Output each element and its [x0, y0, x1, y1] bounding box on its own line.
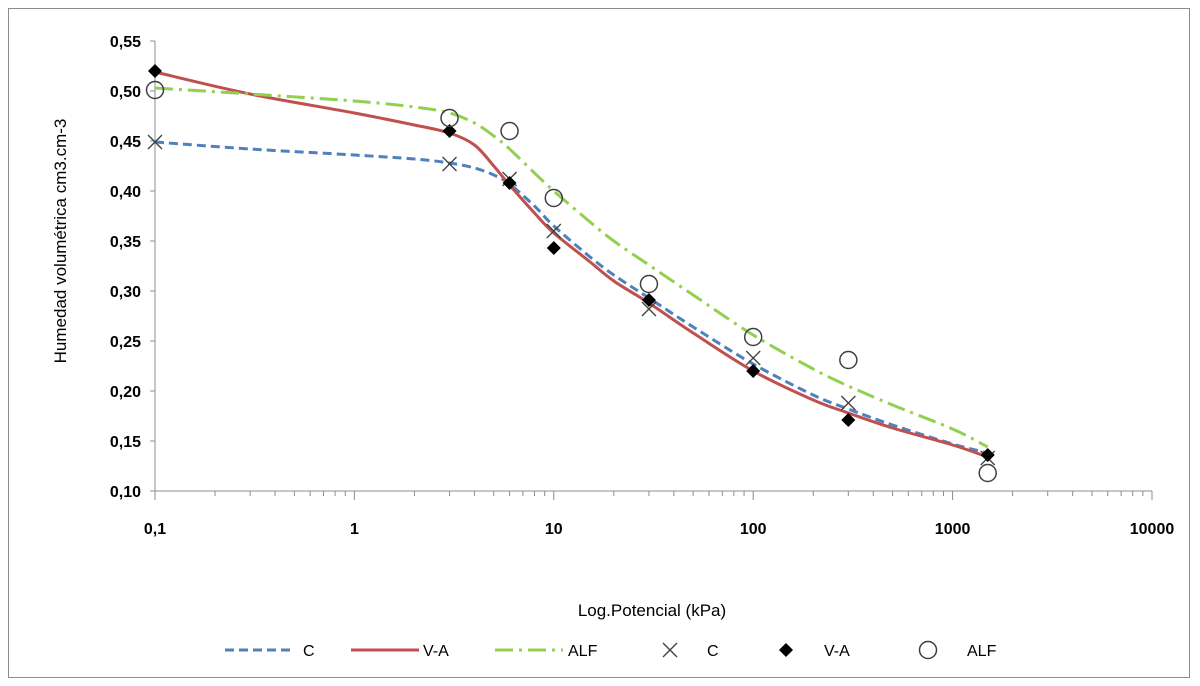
data-point-v-a — [841, 413, 856, 427]
data-point-v-a — [546, 241, 561, 255]
legend-swatch-marker — [918, 640, 938, 660]
marker-stroke — [147, 134, 163, 150]
legend-label: C — [303, 643, 315, 660]
legend-item: V-A — [779, 643, 850, 660]
legend-label: C — [707, 643, 719, 660]
x-tick-label: 100 — [740, 521, 767, 538]
legend-label: ALF — [967, 643, 997, 660]
data-point-c — [745, 350, 761, 366]
data-point-v-a — [641, 293, 656, 307]
series-layer — [154, 70, 989, 459]
x-axis-title: Log.Potencial (kPa) — [578, 601, 726, 620]
y-tick-label: 0,25 — [110, 334, 141, 351]
data-point-c — [147, 134, 163, 150]
data-point-c — [546, 223, 562, 239]
marker-stroke — [840, 395, 856, 411]
marker-stroke — [641, 301, 657, 317]
data-point-v-a — [746, 364, 761, 378]
data-point-v-a — [148, 64, 162, 78]
legend-item: C — [225, 643, 315, 660]
data-point-alf — [743, 327, 763, 347]
x-tick-label: 0,1 — [144, 521, 166, 538]
data-point-alf — [639, 274, 659, 294]
y-tick-label: 0,20 — [110, 384, 141, 401]
chart-frame — [8, 8, 1190, 678]
legend-item: V-A — [351, 643, 449, 660]
x-tick-label: 10 — [545, 521, 563, 538]
data-point-v-a — [502, 176, 517, 190]
y-tick-label: 0,35 — [110, 234, 141, 251]
x-tick-label: 10000 — [1130, 521, 1175, 538]
marker-stroke — [546, 223, 562, 239]
axes: 0,10 0,15 0,20 0,25 0,30 0,35 0,40 0,45 0,50 0,55… — [110, 34, 1174, 538]
x-tick-label: 1000 — [935, 521, 971, 538]
legend: C V-A ALF C V-A ALF — [225, 640, 997, 660]
legend-swatch-marker — [779, 643, 793, 657]
marker-stroke — [442, 156, 457, 172]
data-point-c — [641, 301, 657, 317]
marker-stroke — [662, 642, 678, 658]
legend-label: V-A — [423, 643, 449, 660]
legend-item: ALF — [495, 643, 598, 660]
legend-swatch-marker — [662, 642, 678, 658]
legend-label: ALF — [568, 643, 598, 660]
y-tick-label: 0,50 — [110, 84, 141, 101]
series-line-v-a — [154, 70, 989, 459]
series-line-c — [154, 140, 989, 455]
data-point-c — [442, 156, 457, 172]
series-line-alf — [154, 86, 989, 449]
y-tick-label: 0,55 — [110, 34, 141, 51]
data-point-v-a — [980, 448, 995, 462]
legend-label: V-A — [824, 643, 850, 660]
y-tick-label: 0,15 — [110, 434, 141, 451]
y-tick-label: 0,45 — [110, 134, 141, 151]
y-axis-title: Humedad volumétrica cm3.cm-3 — [51, 119, 70, 364]
markers-layer — [145, 64, 997, 483]
data-point-v-a — [442, 124, 457, 138]
data-point-alf — [544, 188, 564, 208]
data-point-alf — [839, 350, 858, 370]
y-tick-label: 0,30 — [110, 284, 141, 301]
data-point-alf — [978, 463, 997, 483]
data-point-alf — [440, 108, 459, 128]
data-point-c — [840, 395, 856, 411]
legend-item: ALF — [918, 640, 997, 660]
marker-stroke — [745, 350, 761, 366]
legend-item: C — [662, 642, 719, 660]
data-point-alf — [145, 80, 165, 100]
data-point-alf — [500, 121, 519, 141]
y-tick-label: 0,40 — [110, 184, 141, 201]
x-tick-label: 1 — [350, 521, 359, 538]
y-tick-label: 0,10 — [110, 484, 141, 501]
